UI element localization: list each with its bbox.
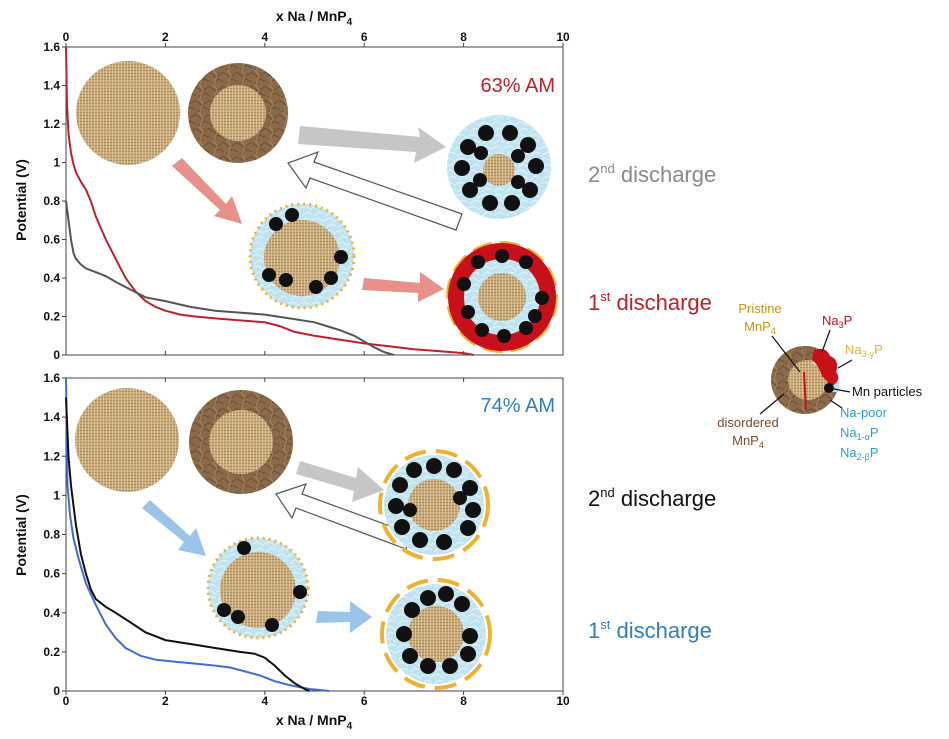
blue-arrow-icon-2 — [316, 601, 372, 633]
mn-particles — [454, 125, 544, 211]
bottom-x-tick-label: 2 — [162, 694, 169, 708]
bottom-y-tick-label: 0.2 — [43, 645, 60, 659]
top-y-tick-label: 0.6 — [43, 233, 60, 247]
top-y-tick-label: 0.2 — [43, 310, 60, 324]
pristine-particle — [76, 61, 180, 165]
blue-arrow-icon — [142, 500, 206, 556]
legend-na3p — [812, 348, 839, 386]
bottom-x-axis-label: x Na / MnP4 — [276, 712, 353, 732]
bottom-y-tick-label: 0 — [53, 684, 60, 698]
bottom-x-ticks: 0 2 4 6 8 10 — [63, 378, 570, 708]
top-y-tick-label: 1.6 — [43, 40, 60, 54]
top-x-tick-label: 2 — [162, 30, 169, 44]
top-illustrations — [76, 61, 558, 353]
legend-na3gp-label: Na3-γP — [845, 342, 883, 359]
bottom-y-axis-label: Potential (V) — [13, 494, 29, 576]
legend-na1a-label: Na1-αP — [840, 425, 879, 442]
bottom-second-discharge-label: 2nd discharge — [588, 485, 716, 511]
bottom-y-tick-label: 0.4 — [43, 606, 60, 620]
red-arrow-icon-2 — [362, 272, 444, 302]
top-x-ticks: 0 2 4 6 8 10 — [63, 30, 570, 355]
legend-disordered-formula: MnP4 — [732, 433, 764, 450]
legend-disordered-label: disordered — [717, 415, 778, 430]
bottom-y-tick-label: 1.6 — [43, 371, 60, 385]
gray-arrow-icon-bottom — [296, 461, 384, 502]
bottom-x-tick-label: 8 — [460, 694, 467, 708]
top-y-tick-label: 0.8 — [43, 194, 60, 208]
bottom-y-ticks: 0 0.2 0.4 0.6 0.8 1 1.2 1.4 1.6 — [43, 371, 66, 698]
bottom-series-second-discharge-line — [65, 397, 310, 692]
top-y-tick-label: 1.2 — [43, 117, 60, 131]
top-x-tick-label: 4 — [261, 30, 268, 44]
bottom-illustrations — [75, 388, 492, 690]
top-series-first-discharge-line — [65, 46, 474, 356]
top-second-discharge-label: 2nd discharge — [588, 161, 716, 187]
top-series-second-discharge-line — [65, 200, 395, 356]
top-y-tick-label: 1 — [53, 156, 60, 170]
bottom-y-tick-label: 1 — [53, 488, 60, 502]
outline-arrow-icon — [287, 150, 463, 231]
bottom-y-tick-label: 0.6 — [43, 567, 60, 581]
red-arrow-icon — [172, 158, 242, 224]
top-first-discharge-label: 1st discharge — [588, 289, 712, 315]
top-y-tick-label: 0 — [53, 348, 60, 362]
bottom-x-tick-label: 10 — [556, 694, 570, 708]
top-y-tick-label: 0.4 — [43, 271, 60, 285]
bottom-y-tick-label: 0.8 — [43, 528, 60, 542]
bottom-chart-panel: 0 0.2 0.4 0.6 0.8 1 1.2 1.4 1.6 0 2 4 6 8 10 x Na / M… — [13, 371, 570, 732]
legend-mn-label: Mn particles — [852, 384, 923, 399]
top-y-ticks: 0 0.2 0.4 0.6 0.8 1 1.2 1.4 1.6 — [43, 40, 66, 362]
top-chart-panel: 0 0.2 0.4 0.6 0.8 1 1.2 1.4 1.6 0 2 4 6 8 10 x Na / M… — [13, 8, 570, 362]
bottom-y-tick-label: 1.4 — [43, 410, 60, 424]
legend-pristine-label: Pristine — [738, 301, 781, 316]
particle-legend: Pristine MnP4 Na3P Na3-γP Mn particles N… — [717, 301, 922, 462]
bottom-x-tick-label: 0 — [63, 694, 70, 708]
bottom-x-tick-label: 4 — [261, 694, 268, 708]
gray-arrow-icon — [298, 126, 446, 163]
legend-pristine-formula: MnP4 — [744, 319, 776, 336]
legend-mn — [824, 383, 834, 393]
bottom-am-label: 74% AM — [481, 395, 555, 417]
top-am-label: 63% AM — [481, 75, 555, 97]
top-x-tick-label: 8 — [460, 30, 467, 44]
legend-napoor-label: Na-poor — [840, 405, 888, 420]
top-x-axis-label: x Na / MnP4 — [276, 8, 353, 28]
top-x-tick-label: 0 — [63, 30, 70, 44]
top-y-axis-label: Potential (V) — [13, 159, 29, 241]
legend-na2b-label: Na2-βP — [840, 445, 878, 462]
bottom-series-first-discharge-line — [65, 377, 330, 692]
legend-na3p-label: Na3P — [822, 313, 852, 330]
top-x-tick-label: 6 — [361, 30, 368, 44]
bottom-x-tick-label: 6 — [361, 694, 368, 708]
bottom-first-discharge-label: 1st discharge — [588, 617, 712, 643]
top-y-tick-label: 1.4 — [43, 79, 60, 93]
top-x-tick-label: 10 — [556, 30, 570, 44]
bottom-y-tick-label: 1.2 — [43, 449, 60, 463]
